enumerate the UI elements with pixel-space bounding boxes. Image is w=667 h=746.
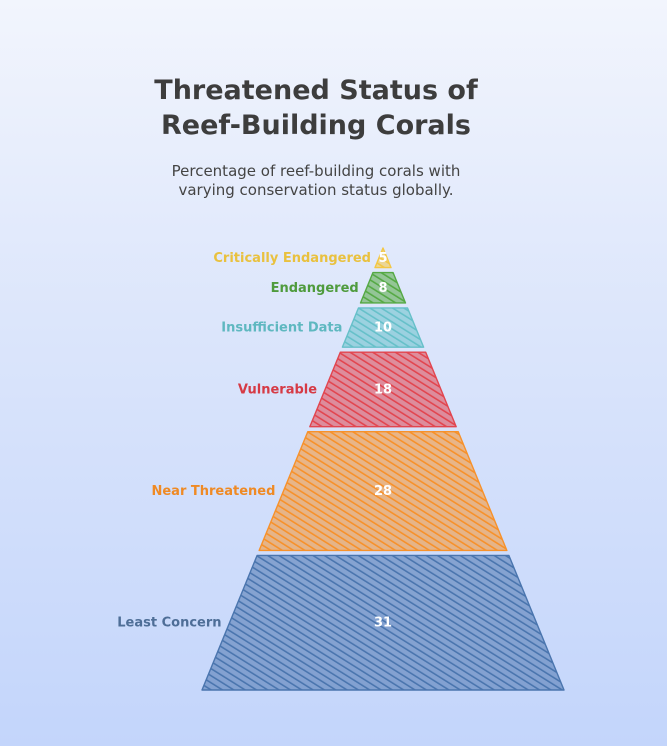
category-label-vulnerable: Vulnerable [238,382,317,397]
value-label-least-concern: 31 [374,616,392,631]
segment-near-threatened [258,431,508,552]
pyramid-labels: 5 Critically Endangered 8 Endangered 10 Insuf… [117,251,392,631]
value-label-endangered: 8 [378,281,387,296]
category-label-near-threatened: Near Threatened [151,484,275,499]
chart-title-line-2: Reef-Building Corals [161,110,471,141]
value-label-insufficient-data: 10 [374,321,392,336]
segment-insufficient-data [341,307,425,348]
segment-critically-endangered [374,247,392,269]
chart-title-line-1: Threatened Status of [154,75,478,106]
value-label-vulnerable: 18 [374,382,392,397]
chart-subtitle: Percentage of reef-building corals with … [0,162,632,200]
category-label-insufficient-data: Insufficient Data [221,321,342,336]
category-label-critically-endangered: Critically Endangered [213,251,371,266]
segment-vulnerable [309,351,457,428]
pyramid-segments [201,247,565,691]
chart-subtitle-line-2: varying conservation status globally. [178,181,454,199]
value-label-critically-endangered: 5 [378,251,387,266]
category-label-least-concern: Least Concern [117,616,221,631]
value-label-near-threatened: 28 [374,484,392,499]
chart-subtitle-line-1: Percentage of reef-building corals with [171,162,461,180]
chart-title: Threatened Status of Reef-Building Coral… [0,73,632,143]
segment-endangered [359,271,407,304]
category-label-endangered: Endangered [271,281,359,296]
segment-least-concern [201,554,565,691]
